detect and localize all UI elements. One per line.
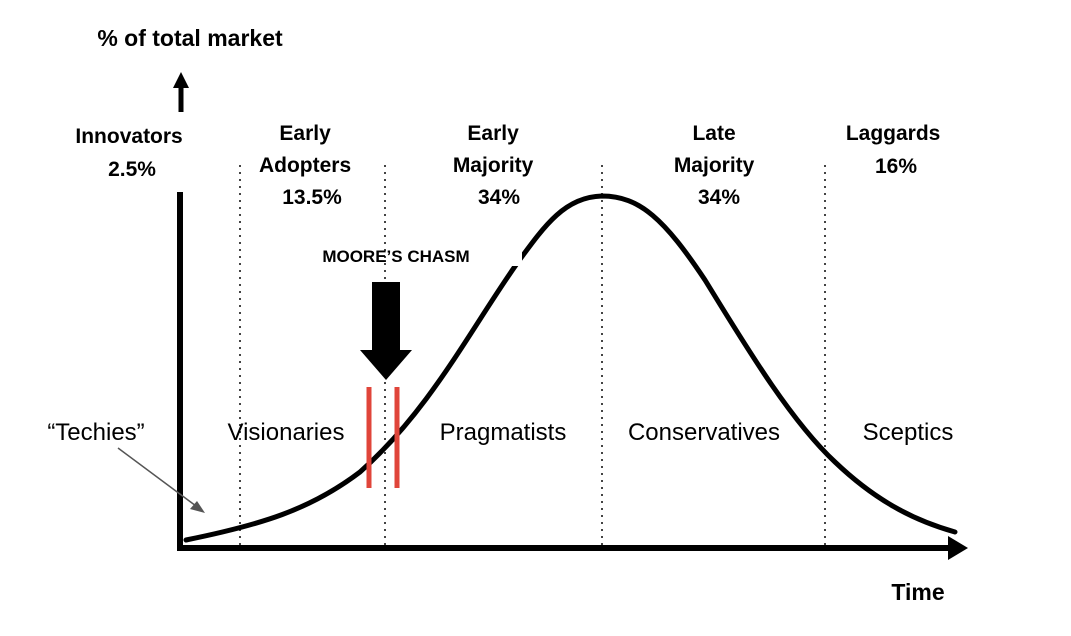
segment-conservatives: Conservatives	[628, 419, 780, 446]
category-early-adopters-line-2: Adopters	[259, 154, 351, 177]
y-axis-arrowhead	[173, 72, 189, 88]
category-headers: Innovators 2.5% Early Adopters 13.5% Ear…	[75, 122, 946, 209]
techies-pointer	[117, 447, 205, 513]
category-early-majority-line-1: Early	[467, 122, 519, 145]
category-late-majority-line-1: Late	[692, 122, 735, 145]
category-late-majority-line-2: Majority	[674, 154, 755, 177]
y-axis-label: % of total market	[97, 25, 283, 51]
techies-pointer-arrowhead	[190, 501, 205, 513]
adoption-bell-curve	[183, 193, 958, 543]
chasm-label: MOORE’S CHASM	[322, 247, 469, 266]
chasm-label-gap	[492, 236, 522, 266]
category-laggards: Laggards 16%	[846, 122, 946, 178]
category-early-adopters-line-1: Early	[279, 122, 331, 145]
segment-visionaries: Visionaries	[228, 419, 345, 446]
chasm: MOORE’S CHASM	[322, 247, 470, 488]
category-early-majority-line-2: Majority	[453, 154, 534, 177]
category-innovators: Innovators 2.5%	[75, 125, 188, 181]
chasm-arrow-shaft	[372, 282, 400, 352]
x-axis-label: Time	[891, 579, 944, 605]
segment-pragmatists: Pragmatists	[440, 419, 567, 446]
category-early-majority-line-3: 34%	[478, 186, 520, 209]
category-late-majority: Late Majority 34%	[674, 122, 760, 209]
x-axis-arrowhead	[948, 536, 968, 560]
category-late-majority-line-3: 34%	[698, 186, 740, 209]
category-early-adopters-line-3: 13.5%	[282, 186, 342, 209]
category-laggards-line-2: 16%	[875, 155, 917, 178]
axes	[173, 72, 968, 560]
category-early-adopters: Early Adopters 13.5%	[259, 122, 357, 209]
category-innovators-line-1: Innovators	[75, 125, 182, 148]
techies-pointer-line	[117, 447, 197, 507]
segment-techies: “Techies”	[47, 419, 144, 446]
segment-labels: “Techies” Visionaries Pragmatists Conser…	[47, 419, 953, 446]
category-laggards-line-1: Laggards	[846, 122, 941, 145]
chasm-arrowhead	[360, 350, 412, 380]
category-early-majority: Early Majority 34%	[453, 122, 539, 209]
segment-dividers	[239, 165, 826, 545]
segment-sceptics: Sceptics	[863, 419, 954, 446]
category-innovators-line-2: 2.5%	[108, 158, 156, 181]
